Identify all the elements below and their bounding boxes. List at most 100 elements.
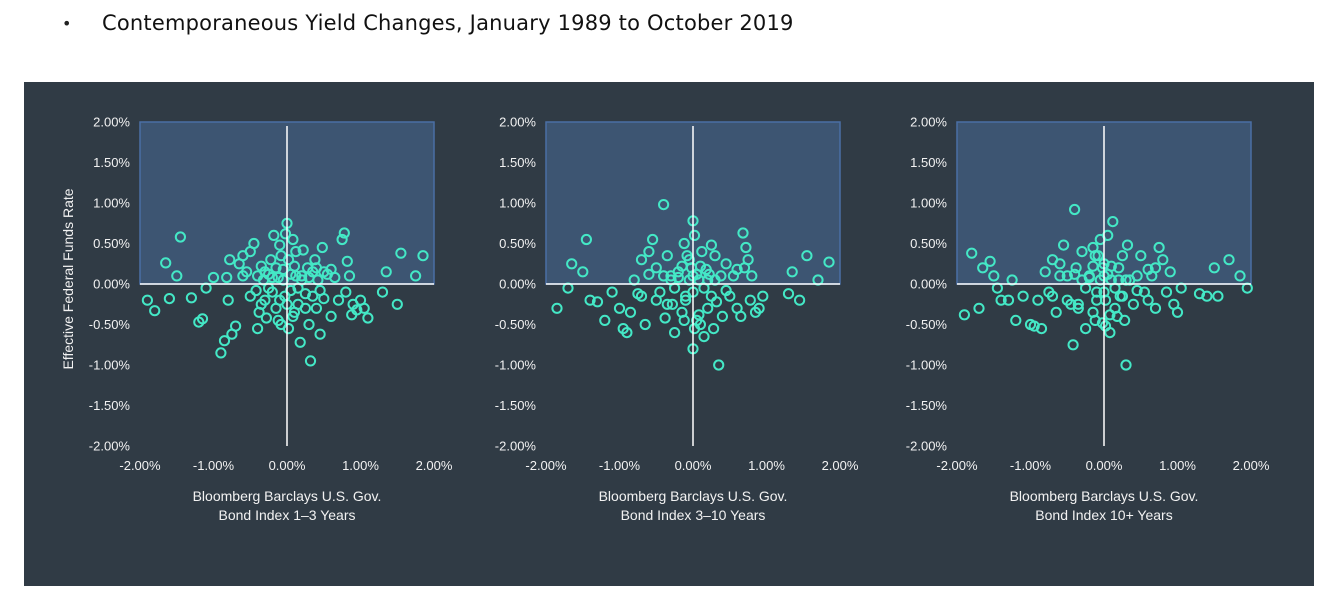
data-point — [1050, 306, 1062, 318]
data-point — [1131, 270, 1143, 282]
data-point — [705, 239, 718, 251]
data-point — [343, 270, 356, 282]
data-point — [650, 262, 662, 274]
data-point — [1028, 320, 1040, 332]
data-point — [988, 270, 1000, 282]
y-tick-label: 2.00% — [93, 115, 130, 130]
data-point — [277, 263, 289, 275]
data-point — [303, 271, 315, 284]
y-tick-label: 2.00% — [910, 115, 947, 130]
data-point — [163, 293, 175, 305]
y-tick-label: -0.50% — [495, 317, 537, 332]
data-point — [314, 328, 326, 340]
data-point — [1070, 262, 1082, 274]
y-tick-label: -0.50% — [89, 317, 131, 332]
y-tick-label: -1.50% — [495, 398, 537, 413]
data-point — [753, 302, 765, 314]
data-point — [268, 229, 280, 241]
data-point — [666, 298, 679, 310]
data-point — [599, 314, 611, 326]
data-point — [720, 284, 732, 297]
data-point — [1120, 359, 1132, 371]
data-point — [1116, 250, 1129, 262]
bullet-glyph: • — [62, 13, 72, 33]
data-point — [958, 309, 971, 321]
data-point — [584, 294, 596, 306]
x-axis-title: Bond Index 3–10 Years — [621, 507, 766, 523]
data-point — [1080, 282, 1092, 294]
data-point — [1131, 284, 1143, 297]
data-point — [160, 257, 172, 269]
data-point — [255, 298, 267, 310]
data-point — [991, 282, 1004, 294]
data-point — [230, 320, 242, 332]
data-point — [661, 298, 673, 310]
data-point — [244, 290, 256, 302]
data-point — [562, 282, 574, 294]
x-tick-label: 0.00% — [1086, 458, 1123, 473]
data-point — [282, 323, 295, 335]
data-point — [1054, 258, 1066, 270]
data-point — [1171, 306, 1184, 318]
data-point — [215, 347, 227, 359]
data-point — [294, 336, 306, 348]
chart-panel: 2.00% 1.50% 1.00% 0.50% 0.00% -0.50% -1.00% -1.… — [24, 82, 1314, 586]
data-point — [260, 312, 272, 324]
data-point — [801, 250, 813, 262]
data-point — [265, 254, 277, 266]
data-point — [274, 239, 286, 251]
data-point — [275, 250, 287, 262]
data-point — [693, 309, 705, 321]
data-point — [1149, 302, 1162, 314]
x-tick-label: -2.00% — [119, 458, 161, 473]
x-axis-title: Bloomberg Barclays U.S. Gov. — [193, 488, 382, 504]
data-point — [688, 229, 701, 241]
data-point — [340, 286, 352, 298]
data-point — [1010, 314, 1022, 326]
data-point — [380, 266, 392, 278]
data-point — [200, 282, 212, 294]
x-tick-label: -2.00% — [936, 458, 978, 473]
data-point — [1223, 254, 1235, 266]
heading-line: • Contemporaneous Yield Changes, January… — [62, 8, 794, 38]
y-tick-label: 1.50% — [499, 155, 536, 170]
data-point — [1032, 294, 1044, 306]
data-point — [1069, 268, 1081, 280]
data-point — [613, 302, 626, 314]
charts-svg: 2.00% 1.50% 1.00% 0.50% 0.00% -0.50% -1.00% -1.… — [60, 115, 1270, 524]
y-tick-label: 1.00% — [93, 196, 130, 211]
x-tick-label: 2.00% — [416, 458, 453, 473]
data-point — [720, 258, 732, 270]
data-point — [1142, 263, 1154, 275]
data-point — [621, 327, 633, 339]
data-point — [1201, 290, 1213, 302]
data-point — [297, 244, 309, 256]
data-point — [639, 318, 651, 331]
data-point — [1061, 270, 1073, 282]
data-point — [410, 270, 422, 282]
data-point — [1091, 294, 1103, 306]
data-point — [351, 304, 363, 316]
data-point — [266, 271, 278, 284]
data-point — [174, 231, 186, 243]
data-point — [1072, 298, 1084, 310]
data-point — [1153, 241, 1165, 254]
data-point — [746, 270, 758, 282]
data-point — [698, 331, 710, 343]
data-point — [336, 233, 348, 246]
data-point — [1039, 266, 1051, 278]
data-point — [325, 310, 337, 322]
data-point — [708, 323, 720, 335]
x-tick-label: -1.00% — [1010, 458, 1052, 473]
data-point — [316, 241, 328, 254]
data-point — [580, 233, 593, 246]
data-point — [591, 296, 604, 308]
x-axis-title: Bond Index 10+ Years — [1035, 507, 1172, 523]
data-point — [1069, 203, 1081, 216]
data-point — [995, 294, 1007, 306]
data-point — [678, 237, 690, 250]
data-point — [272, 314, 284, 326]
y-tick-label: -2.00% — [495, 439, 537, 454]
y-tick-label: -1.00% — [89, 358, 131, 373]
y-tick-label: 1.00% — [499, 196, 536, 211]
